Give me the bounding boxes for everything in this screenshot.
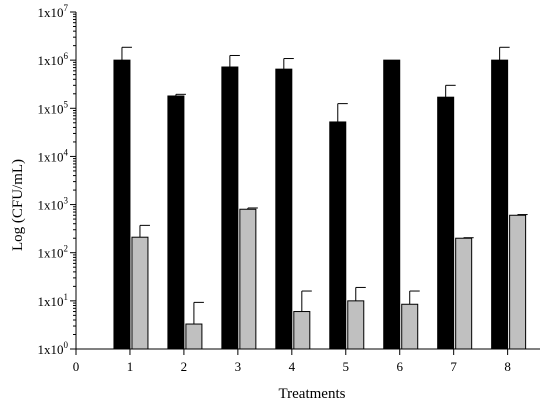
y-tick-label: 1x105 [38,99,69,116]
x-tick-label: 2 [181,359,188,374]
bar-series1-cat5 [329,121,347,350]
y-tick-exponent: 4 [64,147,69,157]
x-tick-label: 0 [73,359,80,374]
bar-series1-cat7 [437,96,455,350]
bar-series2-cat3 [239,208,257,350]
x-tick-label: 4 [289,359,296,374]
y-tick-exponent: 5 [64,99,69,109]
y-tick-base: 1x10 [38,5,64,20]
bar-series2-cat7 [455,237,473,350]
y-tick-label: 1x104 [38,147,69,164]
axes-layer [75,12,540,350]
x-tick-label: 8 [504,359,511,374]
bar-series1-cat6 [383,59,401,350]
bar-series2-cat4 [293,311,311,350]
bar-series2-cat8 [509,214,527,350]
bar-series1-cat4 [275,68,293,350]
bar-series2-cat1 [131,236,149,350]
y-tick-label: 1x102 [38,244,69,261]
x-axis-title: Treatments [279,386,346,402]
bars-layer [113,46,528,350]
y-axis-title: Log (CFU/mL) [10,159,26,251]
bar-series1-cat3 [221,66,239,350]
bar-series1-cat1 [113,59,131,350]
bar-series2-cat6 [401,303,419,350]
y-tick-label: 1x106 [38,51,69,68]
bar-series1-cat8 [491,59,509,350]
y-tick-label: 1x103 [38,196,69,213]
y-tick-exponent: 3 [64,196,69,206]
y-tick-base: 1x10 [38,342,64,357]
y-tick-base: 1x10 [38,198,64,213]
y-tick-base: 1x10 [38,101,64,116]
y-tick-base: 1x10 [38,53,64,68]
y-tick-exponent: 1 [64,292,69,302]
x-tick-label: 1 [127,359,134,374]
ticks-layer: 1x1001x1011x1021x1031x1041x1051x1061x107… [38,3,511,374]
y-tick-exponent: 6 [64,51,69,61]
x-tick-label: 3 [235,359,242,374]
y-tick-exponent: 7 [64,3,69,13]
y-tick-label: 1x101 [38,292,69,309]
bar-series1-cat2 [167,95,185,350]
y-tick-base: 1x10 [38,294,64,309]
x-tick-label: 6 [396,359,403,374]
bar-series2-cat5 [347,300,365,350]
y-tick-base: 1x10 [38,149,64,164]
y-tick-exponent: 0 [64,340,69,350]
x-tick-label: 5 [343,359,350,374]
bar-series2-cat2 [185,323,203,350]
y-tick-label: 1x100 [38,340,69,357]
x-tick-label: 7 [450,359,457,374]
y-tick-base: 1x10 [38,246,64,261]
y-tick-exponent: 2 [64,244,69,254]
y-tick-label: 1x107 [38,3,69,20]
